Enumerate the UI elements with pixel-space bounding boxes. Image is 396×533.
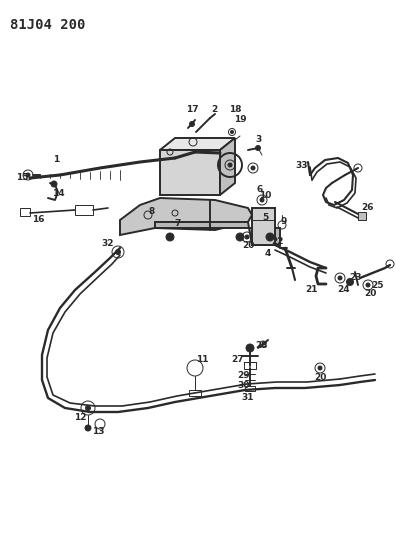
Text: 16: 16 xyxy=(32,215,44,224)
Text: 15: 15 xyxy=(16,174,28,182)
Text: 28: 28 xyxy=(256,342,268,351)
Text: 11: 11 xyxy=(196,356,208,365)
Circle shape xyxy=(228,163,232,167)
Text: 20: 20 xyxy=(314,374,326,383)
Text: 1: 1 xyxy=(53,156,59,165)
Text: 30: 30 xyxy=(238,381,250,390)
Circle shape xyxy=(230,131,234,133)
Text: 21: 21 xyxy=(306,286,318,295)
Text: 23: 23 xyxy=(350,273,362,282)
Circle shape xyxy=(166,233,174,241)
Circle shape xyxy=(251,166,255,170)
Text: 25: 25 xyxy=(372,280,384,289)
Text: 19: 19 xyxy=(234,116,246,125)
Text: 4: 4 xyxy=(265,248,271,257)
Circle shape xyxy=(236,233,244,241)
Text: 24: 24 xyxy=(338,286,350,295)
Text: 31: 31 xyxy=(242,393,254,402)
Circle shape xyxy=(338,276,342,280)
Text: 2: 2 xyxy=(211,106,217,115)
Text: 26: 26 xyxy=(362,204,374,213)
Circle shape xyxy=(245,235,249,239)
Polygon shape xyxy=(120,198,252,235)
Text: 9: 9 xyxy=(281,217,287,227)
Text: 10: 10 xyxy=(259,191,271,200)
Polygon shape xyxy=(252,208,275,245)
Text: 8: 8 xyxy=(149,207,155,216)
Circle shape xyxy=(190,122,194,126)
Text: 14: 14 xyxy=(52,190,64,198)
Circle shape xyxy=(266,233,274,241)
Text: 18: 18 xyxy=(229,106,241,115)
Text: 20: 20 xyxy=(364,289,376,298)
Bar xyxy=(358,212,366,220)
Text: 12: 12 xyxy=(74,414,86,423)
Circle shape xyxy=(86,406,91,410)
Bar xyxy=(244,362,256,369)
Circle shape xyxy=(260,198,264,202)
Text: 5: 5 xyxy=(262,214,268,222)
Polygon shape xyxy=(160,150,220,195)
Circle shape xyxy=(255,146,261,150)
Circle shape xyxy=(51,181,57,187)
Circle shape xyxy=(85,425,91,431)
Circle shape xyxy=(116,249,120,254)
Text: 3: 3 xyxy=(255,135,261,144)
Circle shape xyxy=(26,173,30,177)
Text: 22: 22 xyxy=(272,238,284,246)
Polygon shape xyxy=(160,138,235,150)
Text: 17: 17 xyxy=(186,106,198,115)
Bar xyxy=(20,208,30,216)
Text: 33: 33 xyxy=(296,160,308,169)
Text: 13: 13 xyxy=(92,427,104,437)
Circle shape xyxy=(318,366,322,370)
Text: 32: 32 xyxy=(102,239,114,248)
Bar xyxy=(189,390,201,396)
Circle shape xyxy=(366,283,370,287)
Text: 7: 7 xyxy=(175,219,181,228)
Circle shape xyxy=(246,344,254,352)
Polygon shape xyxy=(220,138,235,195)
Text: 6: 6 xyxy=(257,185,263,195)
Text: 20: 20 xyxy=(242,241,254,251)
Circle shape xyxy=(346,279,354,286)
Bar xyxy=(75,205,93,215)
Text: 81J04 200: 81J04 200 xyxy=(10,18,86,32)
Text: 29: 29 xyxy=(238,370,250,379)
Text: 27: 27 xyxy=(232,356,244,365)
Polygon shape xyxy=(155,222,280,245)
Bar xyxy=(245,386,255,391)
